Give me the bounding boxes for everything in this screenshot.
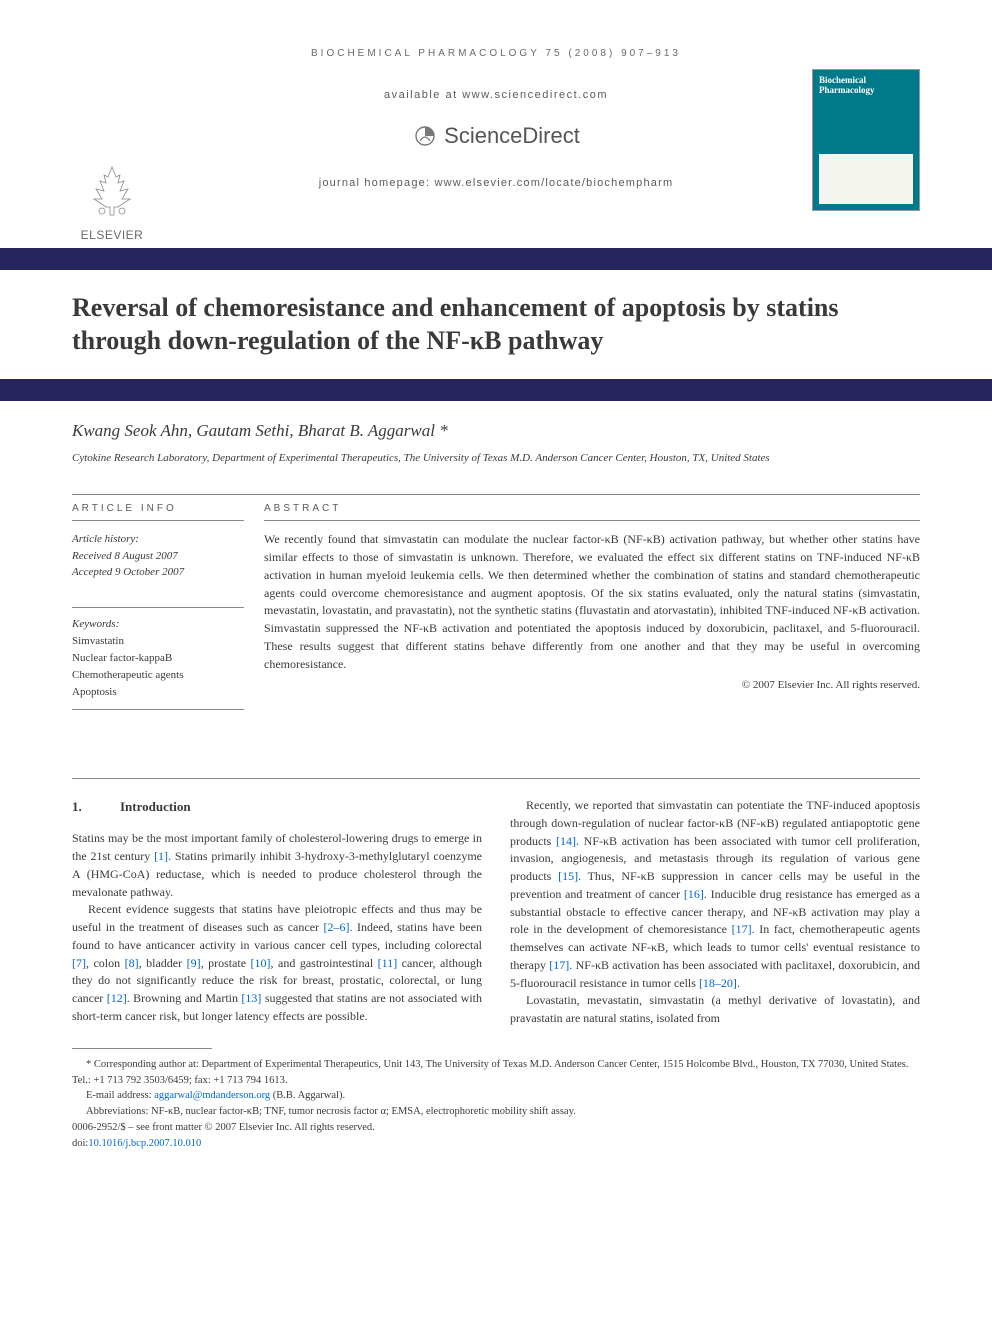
title-band: Reversal of chemoresistance and enhancem… — [0, 248, 992, 401]
corresponding-author: * Corresponding author at: Department of… — [72, 1057, 920, 1089]
footnote-divider — [72, 1048, 212, 1049]
body-paragraph: Recently, we reported that simvastatin c… — [510, 797, 920, 992]
abstract-heading: ABSTRACT — [264, 495, 920, 521]
email-line: E-mail address: aggarwal@mdanderson.org … — [72, 1088, 920, 1104]
keyword: Chemotherapeutic agents — [72, 667, 244, 684]
cover-footer — [819, 154, 913, 204]
elsevier-logo: ELSEVIER — [72, 163, 152, 242]
abstract-col: ABSTRACT We recently found that simvasta… — [264, 495, 920, 710]
keyword: Nuclear factor-kappaB — [72, 650, 244, 667]
abstract-text: We recently found that simvastatin can m… — [264, 531, 920, 673]
running-header: BIOCHEMICAL PHARMACOLOGY 75 (2008) 907–9… — [72, 48, 920, 59]
doi-label: doi: — [72, 1138, 88, 1149]
authors: Kwang Seok Ahn, Gautam Sethi, Bharat B. … — [72, 421, 920, 441]
info-heading: ARTICLE INFO — [72, 495, 244, 521]
section-number: 1. — [72, 797, 120, 816]
accepted-date: Accepted 9 October 2007 — [72, 564, 244, 581]
body-divider — [72, 778, 920, 779]
page: BIOCHEMICAL PHARMACOLOGY 75 (2008) 907–9… — [0, 0, 992, 1191]
body-paragraph: Statins may be the most important family… — [72, 830, 482, 901]
history-label: Article history: — [72, 531, 244, 548]
abbreviations: Abbreviations: NF-κB, nuclear factor-κB;… — [72, 1104, 920, 1120]
footnotes: * Corresponding author at: Department of… — [72, 1057, 920, 1152]
keywords-label: Keywords: — [72, 616, 244, 633]
keywords-block: Keywords: Simvastatin Nuclear factor-kap… — [72, 607, 244, 710]
elsevier-label: ELSEVIER — [72, 228, 152, 242]
center-masthead: available at www.sciencedirect.com Scien… — [246, 89, 746, 189]
issn-line: 0006-2952/$ – see front matter © 2007 El… — [72, 1120, 920, 1136]
email-label: E-mail address: — [86, 1090, 154, 1101]
cover-title: Biochemical Pharmacology — [819, 76, 913, 96]
received-date: Received 8 August 2007 — [72, 548, 244, 565]
body-paragraph: Recent evidence suggests that statins ha… — [72, 901, 482, 1025]
abstract-copyright: © 2007 Elsevier Inc. All rights reserved… — [264, 679, 920, 691]
journal-homepage: journal homepage: www.elsevier.com/locat… — [246, 177, 746, 189]
article-info: ARTICLE INFO Article history: Received 8… — [72, 495, 264, 710]
history-block: Article history: Received 8 August 2007 … — [72, 531, 244, 581]
meta-section: ARTICLE INFO Article history: Received 8… — [72, 494, 920, 710]
body-paragraph: Lovastatin, mevastatin, simvastatin (a m… — [510, 992, 920, 1028]
elsevier-tree-icon — [84, 163, 140, 219]
keyword: Apoptosis — [72, 684, 244, 701]
section-heading: 1.Introduction — [72, 797, 482, 816]
keyword: Simvastatin — [72, 633, 244, 650]
body-columns: 1.Introduction Statins may be the most i… — [72, 797, 920, 1028]
masthead: ELSEVIER available at www.sciencedirect.… — [72, 77, 920, 242]
doi-link[interactable]: 10.1016/j.bcp.2007.10.010 — [88, 1138, 201, 1149]
article-title: Reversal of chemoresistance and enhancem… — [72, 292, 920, 357]
available-at: available at www.sciencedirect.com — [246, 89, 746, 101]
email-link[interactable]: aggarwal@mdanderson.org — [154, 1090, 270, 1101]
email-suffix: (B.B. Aggarwal). — [270, 1090, 345, 1101]
section-title: Introduction — [120, 799, 191, 814]
journal-cover: Biochemical Pharmacology — [812, 69, 920, 211]
sciencedirect-logo: ScienceDirect — [412, 123, 580, 149]
sciencedirect-text: ScienceDirect — [444, 123, 580, 149]
affiliation: Cytokine Research Laboratory, Department… — [72, 451, 920, 466]
sciencedirect-icon — [412, 123, 438, 149]
doi-line: doi:10.1016/j.bcp.2007.10.010 — [72, 1136, 920, 1152]
